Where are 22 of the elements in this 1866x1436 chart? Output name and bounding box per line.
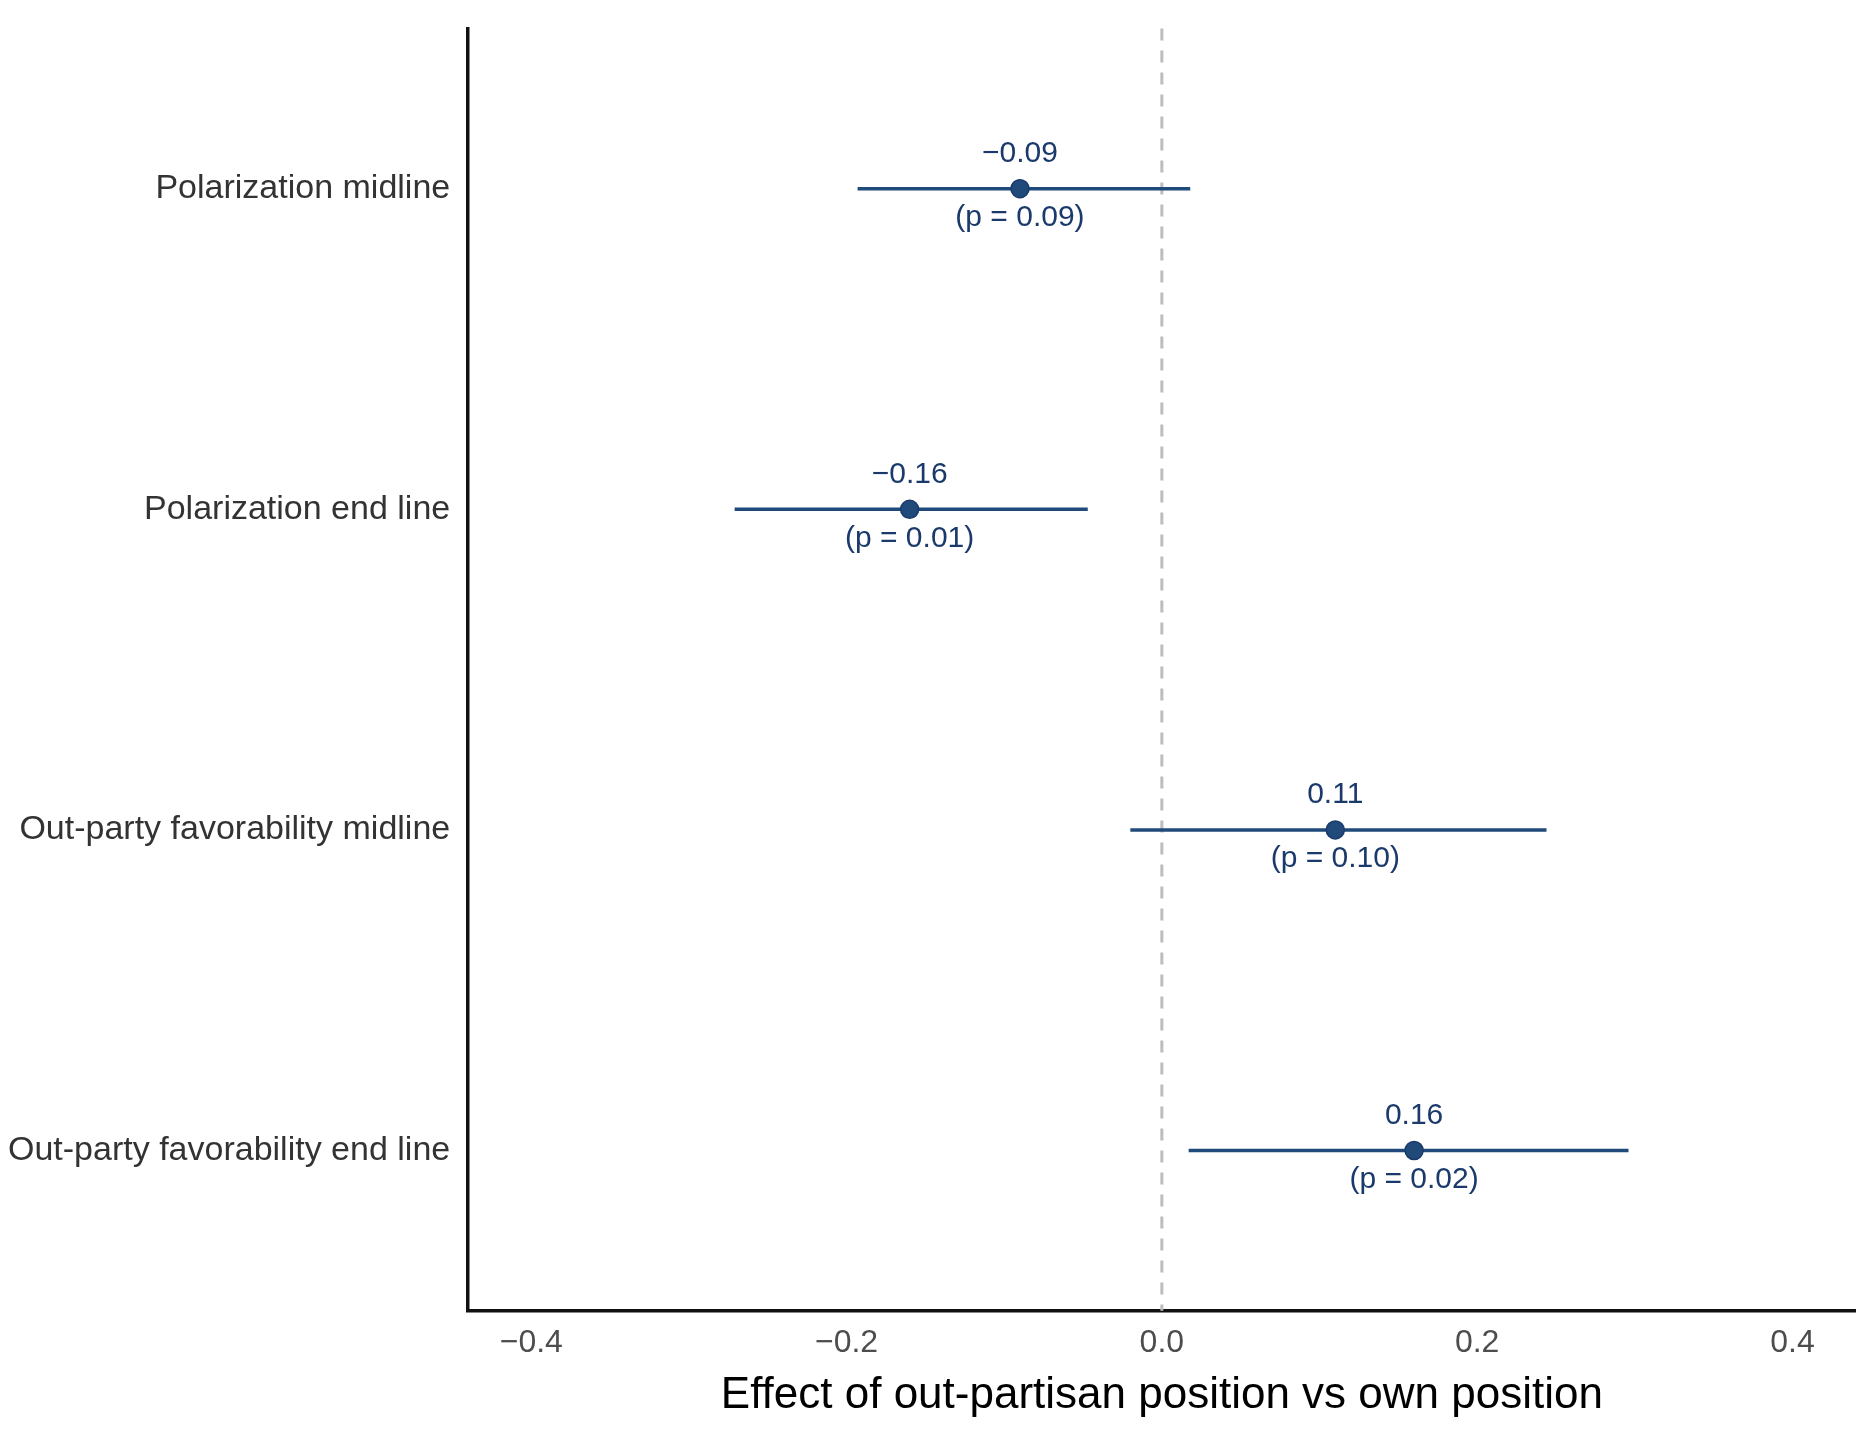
x-tick-label: 0.0: [1139, 1322, 1185, 1359]
x-tick-label: 0.2: [1454, 1322, 1500, 1359]
y-tick-label: Polarization midline: [155, 167, 451, 206]
data-label: −0.16: [871, 455, 948, 489]
point: [899, 499, 920, 520]
x-axis-title: Effect of out-partisan position vs own position: [720, 1367, 1603, 1417]
annotation: (p = 0.02): [1349, 1160, 1479, 1194]
x-tick-label: 0.4: [1770, 1322, 1815, 1359]
annotation: (p = 0.10): [1270, 840, 1400, 874]
data-label: −0.09: [982, 134, 1058, 168]
y-tick-label: Out-party favorability midline: [19, 808, 451, 847]
data-label: 0.11: [1307, 776, 1364, 810]
point: [1325, 820, 1346, 840]
annotation: (p = 0.09): [955, 198, 1085, 232]
annotation: (p = 0.01): [845, 519, 975, 553]
y-tick-label: Polarization end line: [144, 487, 451, 526]
y-tick-label: Out-party favorability end line: [8, 1128, 451, 1167]
point: [1010, 178, 1030, 199]
data-label: 0.16: [1384, 1096, 1444, 1130]
point: [1404, 1140, 1424, 1161]
x-tick-label: −0.2: [814, 1322, 879, 1359]
x-tick-label: −0.4: [499, 1322, 563, 1359]
